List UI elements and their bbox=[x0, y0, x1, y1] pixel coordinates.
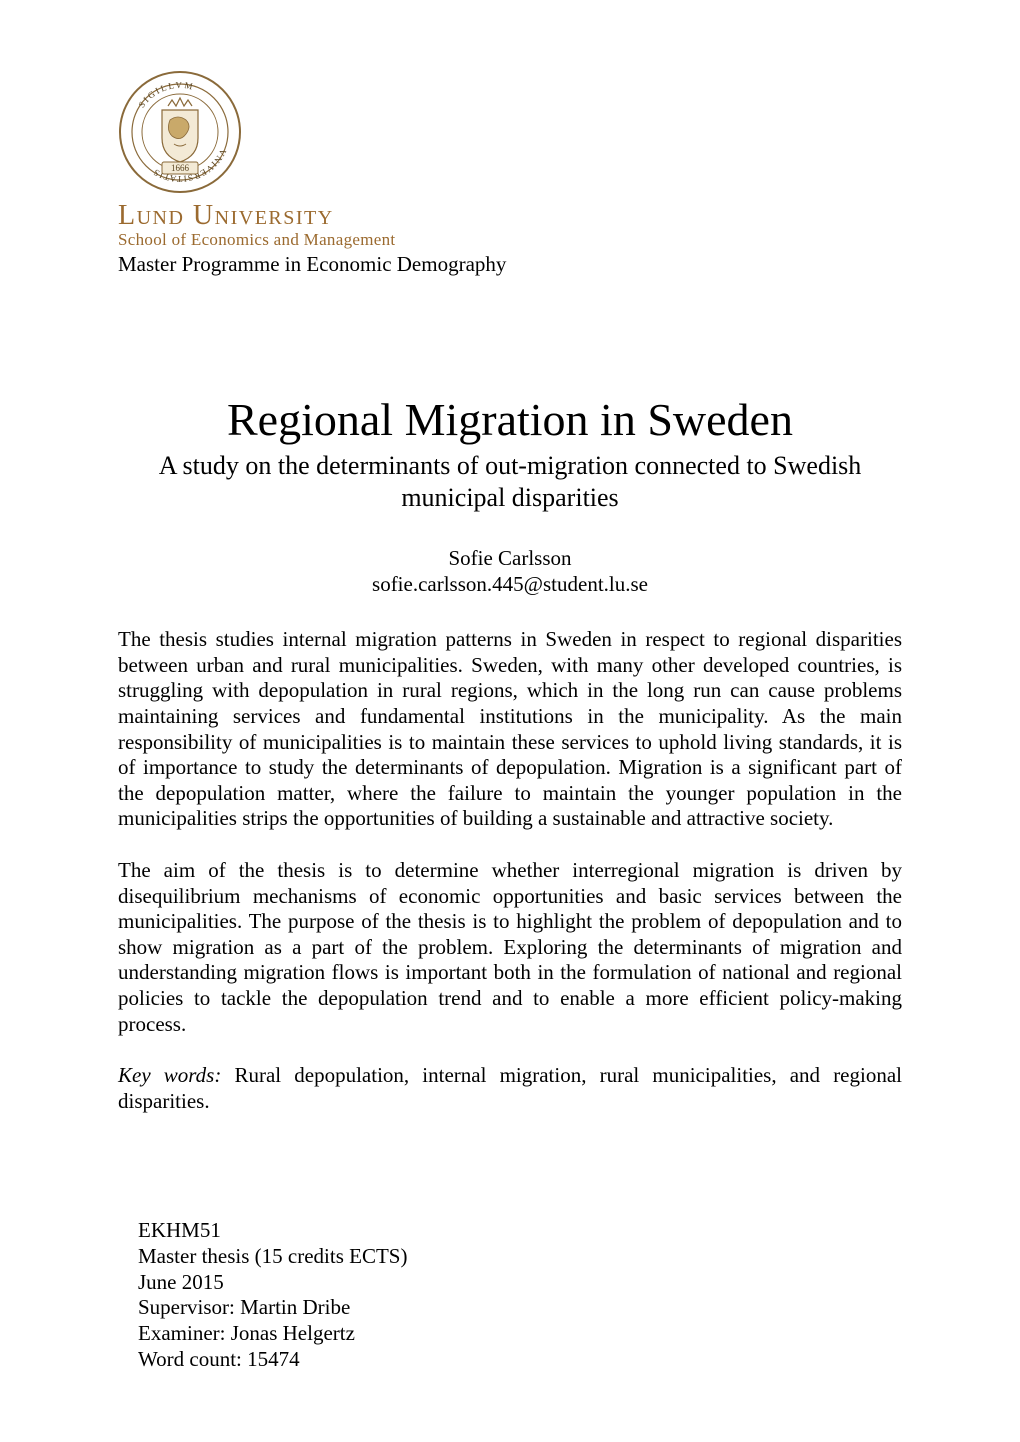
program-line: Master Programme in Economic Demography bbox=[118, 252, 902, 277]
keywords-text: Rural depopulation, internal migration, … bbox=[118, 1063, 902, 1113]
abstract: The thesis studies internal migration pa… bbox=[118, 627, 902, 1037]
abstract-paragraph: The thesis studies internal migration pa… bbox=[118, 627, 902, 832]
course-info-line: EKHM51 bbox=[138, 1218, 902, 1244]
seal-icon: SIGILLVM VNIVERSITATIS 1666 bbox=[118, 70, 242, 194]
author-name: Sofie Carlsson bbox=[118, 545, 902, 571]
course-info-line: Master thesis (15 credits ECTS) bbox=[138, 1244, 902, 1270]
course-info-line: Supervisor: Martin Dribe bbox=[138, 1295, 902, 1321]
institution-school: School of Economics and Management bbox=[118, 230, 902, 250]
thesis-title: Regional Migration in Sweden bbox=[118, 395, 902, 446]
abstract-paragraph: The aim of the thesis is to determine wh… bbox=[118, 858, 902, 1037]
author-block: Sofie Carlsson sofie.carlsson.445@studen… bbox=[118, 545, 902, 598]
seal-year: 1666 bbox=[171, 163, 190, 173]
author-email: sofie.carlsson.445@student.lu.se bbox=[118, 571, 902, 597]
institution-name: Lund University bbox=[118, 200, 902, 232]
title-block: Regional Migration in Sweden A study on … bbox=[118, 395, 902, 515]
course-info: EKHM51Master thesis (15 credits ECTS)Jun… bbox=[138, 1218, 902, 1372]
keywords-label: Key words: bbox=[118, 1063, 221, 1087]
institution-block: Lund University School of Economics and … bbox=[118, 200, 902, 277]
course-info-line: Word count: 15474 bbox=[138, 1347, 902, 1373]
course-info-line: Examiner: Jonas Helgertz bbox=[138, 1321, 902, 1347]
thesis-cover-page: SIGILLVM VNIVERSITATIS 1666 Lund Univers… bbox=[0, 0, 1020, 1442]
keywords-line: Key words: Rural depopulation, internal … bbox=[118, 1063, 902, 1114]
thesis-subtitle: A study on the determinants of out-migra… bbox=[118, 450, 902, 515]
university-seal: SIGILLVM VNIVERSITATIS 1666 bbox=[118, 70, 902, 194]
course-info-line: June 2015 bbox=[138, 1270, 902, 1296]
